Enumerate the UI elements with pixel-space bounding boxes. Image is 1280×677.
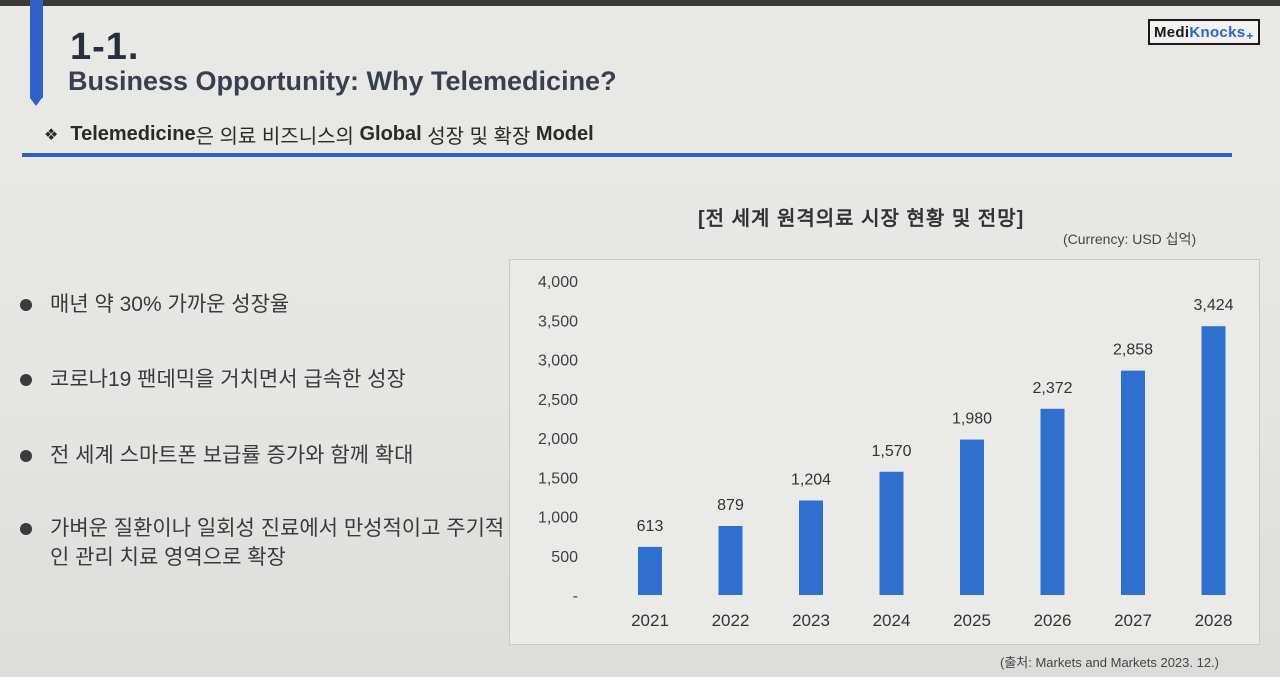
- bar-data-label: 879: [717, 497, 744, 514]
- logo-text-knocks: Knocks: [1189, 23, 1246, 41]
- x-tick-label: 2026: [1034, 611, 1072, 630]
- bar-data-label: 3,424: [1193, 297, 1233, 314]
- bar: [879, 471, 904, 595]
- y-tick-label: 1,000: [538, 510, 578, 527]
- x-tick-label: 2025: [953, 611, 991, 630]
- bar: [1040, 408, 1065, 595]
- bar-data-label: 2,858: [1113, 342, 1153, 359]
- left-accent-bar: [30, 0, 43, 106]
- bullet-dot-icon: [20, 450, 32, 462]
- chart-currency-note: (Currency: USD 십억): [1063, 231, 1197, 247]
- y-tick-label: 2,500: [538, 392, 578, 409]
- bar-data-label: 1,980: [952, 411, 992, 428]
- bullet-dot-icon: [20, 523, 32, 535]
- bullet-text: 코로나19 팬데믹을 거치면서 급속한 성장: [50, 368, 406, 391]
- y-tick-label: 4,000: [538, 274, 578, 291]
- subtitle-bold-global: Global: [359, 123, 422, 145]
- bullet-item: 가벼운 질환이나 일회성 진료에서 만성적이고 주기적인 관리 치료 영역으로 …: [20, 514, 520, 572]
- y-tick-label: 500: [551, 549, 578, 566]
- section-subtitle: ❖ Telemedicine 은 의료 비즈니스의 Global 성장 및 확장…: [44, 120, 594, 149]
- diamond-bullet-icon: ❖: [44, 126, 59, 144]
- bullet-item: 코로나19 팬데믹을 거치면서 급속한 성장: [20, 365, 520, 394]
- bar-data-label: 1,570: [871, 443, 911, 460]
- bar: [1201, 326, 1226, 595]
- plus-icon: +: [1246, 29, 1254, 43]
- y-tick-label: -: [573, 588, 578, 605]
- bullet-text: 매년 약 30% 가까운 성장율: [50, 293, 290, 316]
- x-tick-label: 2022: [712, 611, 750, 630]
- logo-text-medi: Medi: [1154, 23, 1190, 41]
- bullet-dot-icon: [20, 299, 32, 311]
- bullet-dot-icon: [20, 374, 32, 386]
- y-tick-label: 1,500: [538, 470, 578, 487]
- title-divider: [22, 153, 1232, 157]
- subtitle-middle2: 성장 및 확장: [421, 126, 536, 148]
- subtitle-middle1: 은 의료 비즈니스의: [195, 126, 360, 148]
- bar-chart: - 500 1,000 1,500 2,000 2,500 3,000 3,500 4,000 6…: [538, 274, 1234, 630]
- bullet-item: 전 세계 스마트폰 보급률 증가와 함께 확대: [20, 441, 520, 470]
- x-tick-label: 2023: [792, 611, 830, 630]
- subtitle-bold-model: Model: [535, 123, 594, 145]
- top-band: [0, 0, 1280, 6]
- slide-number: 1-1.: [70, 26, 140, 68]
- medi-knocks-logo: Medi Knocks +: [1148, 19, 1260, 45]
- bullet-text: 가벼운 질환이나 일회성 진료에서 만성적이고 주기적인 관리 치료 영역으로 …: [50, 517, 505, 569]
- chart-container: - 500 1,000 1,500 2,000 2,500 3,000 3,500 4,000 6…: [509, 259, 1260, 645]
- y-tick-label: 3,500: [538, 313, 578, 330]
- subtitle-prefix: Telemedicine: [70, 123, 196, 145]
- chart-title: [전 세계 원격의료 시장 현황 및 전망]: [698, 208, 1025, 230]
- bar-data-label: 613: [637, 518, 664, 535]
- bar: [799, 500, 823, 595]
- bullet-text: 전 세계 스마트폰 보급률 증가와 함께 확대: [50, 444, 414, 467]
- bar: [638, 546, 662, 595]
- y-tick-label: 3,000: [538, 353, 578, 370]
- bar-data-label: 1,204: [791, 471, 831, 488]
- x-tick-label: 2024: [873, 611, 911, 630]
- x-tick-label: 2021: [631, 611, 669, 630]
- x-tick-label: 2028: [1195, 611, 1233, 630]
- bar: [718, 525, 743, 595]
- bar: [1121, 370, 1145, 595]
- slide-title: Business Opportunity: Why Telemedicine?: [68, 66, 617, 96]
- x-tick-label: 2027: [1114, 611, 1152, 630]
- y-tick-label: 2,000: [538, 431, 578, 448]
- bar: [960, 439, 984, 595]
- bullet-item: 매년 약 30% 가까운 성장율: [20, 290, 520, 319]
- bar-data-label: 2,372: [1032, 380, 1072, 397]
- source-citation: (출처: Markets and Markets 2023. 12.): [1000, 655, 1220, 670]
